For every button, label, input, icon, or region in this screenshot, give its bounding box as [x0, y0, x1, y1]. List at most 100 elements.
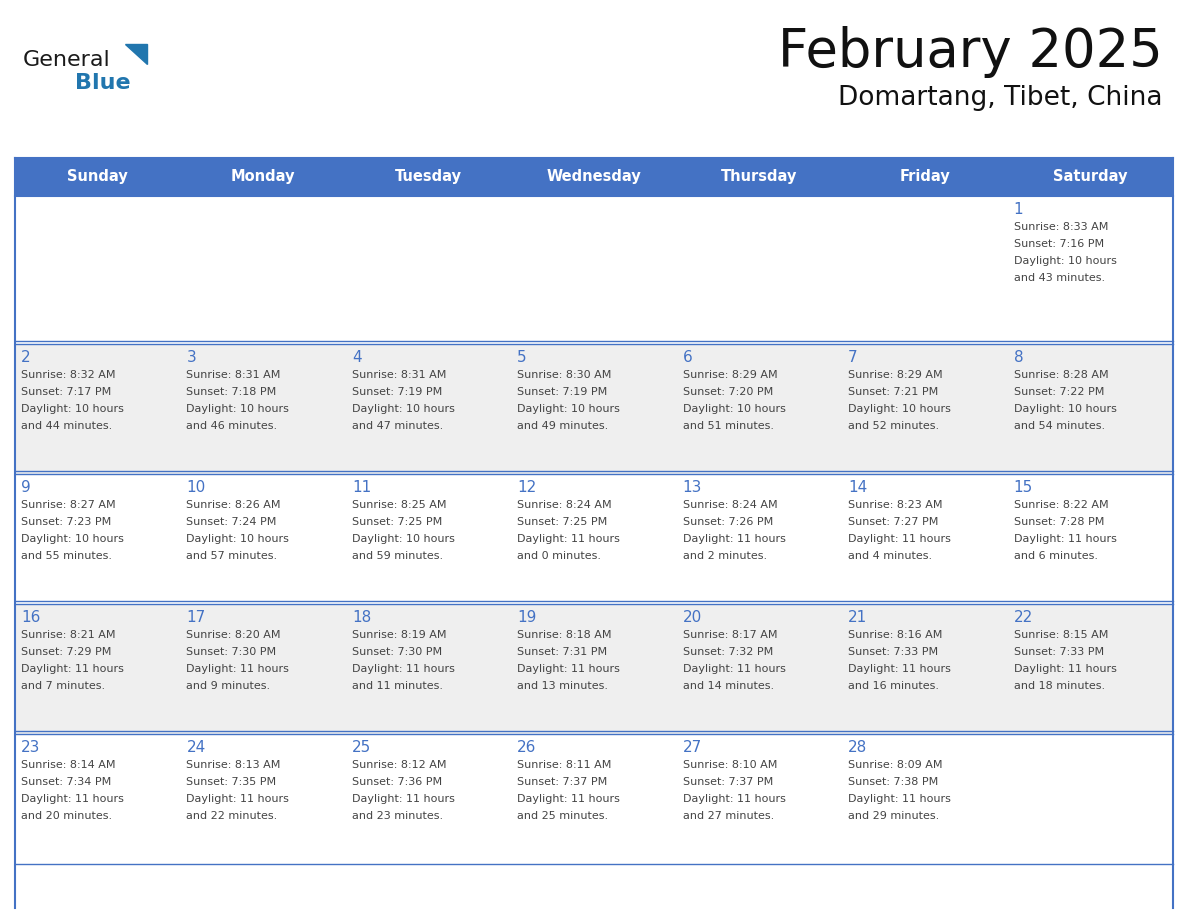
Text: 12: 12: [517, 480, 537, 495]
Text: Sunrise: 8:23 AM: Sunrise: 8:23 AM: [848, 500, 942, 510]
Text: Daylight: 10 hours: Daylight: 10 hours: [352, 534, 455, 544]
Text: Daylight: 11 hours: Daylight: 11 hours: [683, 534, 785, 544]
Text: 23: 23: [21, 740, 40, 755]
Text: Friday: Friday: [899, 170, 950, 185]
Bar: [15, 158, 1173, 196]
Text: Sunrise: 8:15 AM: Sunrise: 8:15 AM: [1013, 630, 1108, 640]
Text: and 59 minutes.: and 59 minutes.: [352, 551, 443, 561]
Text: Sunrise: 8:31 AM: Sunrise: 8:31 AM: [352, 370, 447, 380]
Text: Sunset: 7:24 PM: Sunset: 7:24 PM: [187, 517, 277, 527]
Text: Daylight: 11 hours: Daylight: 11 hours: [848, 664, 952, 674]
Text: 26: 26: [517, 740, 537, 755]
Text: Domartang, Tibet, China: Domartang, Tibet, China: [839, 85, 1163, 111]
Text: and 43 minutes.: and 43 minutes.: [1013, 273, 1105, 283]
Text: Sunset: 7:20 PM: Sunset: 7:20 PM: [683, 387, 773, 397]
Text: 7: 7: [848, 350, 858, 365]
Text: and 27 minutes.: and 27 minutes.: [683, 811, 773, 821]
Text: Daylight: 10 hours: Daylight: 10 hours: [683, 404, 785, 414]
Text: Sunrise: 8:17 AM: Sunrise: 8:17 AM: [683, 630, 777, 640]
Text: Daylight: 11 hours: Daylight: 11 hours: [848, 794, 952, 804]
Text: and 14 minutes.: and 14 minutes.: [683, 681, 773, 691]
Text: Daylight: 11 hours: Daylight: 11 hours: [187, 664, 290, 674]
Text: and 44 minutes.: and 44 minutes.: [21, 421, 112, 431]
Text: Daylight: 11 hours: Daylight: 11 hours: [848, 534, 952, 544]
Text: and 22 minutes.: and 22 minutes.: [187, 811, 278, 821]
Text: and 6 minutes.: and 6 minutes.: [1013, 551, 1098, 561]
Text: Daylight: 11 hours: Daylight: 11 hours: [187, 794, 290, 804]
Text: Sunset: 7:26 PM: Sunset: 7:26 PM: [683, 517, 773, 527]
Text: and 16 minutes.: and 16 minutes.: [848, 681, 940, 691]
Text: Sunset: 7:21 PM: Sunset: 7:21 PM: [848, 387, 939, 397]
Text: Sunrise: 8:19 AM: Sunrise: 8:19 AM: [352, 630, 447, 640]
Text: Daylight: 11 hours: Daylight: 11 hours: [517, 664, 620, 674]
Text: Blue: Blue: [75, 73, 131, 93]
Text: Daylight: 11 hours: Daylight: 11 hours: [352, 664, 455, 674]
Text: 22: 22: [1013, 610, 1032, 625]
Text: and 49 minutes.: and 49 minutes.: [517, 421, 608, 431]
Text: 9: 9: [21, 480, 31, 495]
Text: 6: 6: [683, 350, 693, 365]
Text: and 47 minutes.: and 47 minutes.: [352, 421, 443, 431]
Text: 5: 5: [517, 350, 527, 365]
Bar: [15, 734, 1173, 864]
Text: Sunset: 7:28 PM: Sunset: 7:28 PM: [1013, 517, 1104, 527]
Text: Sunset: 7:32 PM: Sunset: 7:32 PM: [683, 647, 773, 657]
Text: Daylight: 10 hours: Daylight: 10 hours: [187, 404, 290, 414]
Text: Sunset: 7:16 PM: Sunset: 7:16 PM: [1013, 239, 1104, 249]
Text: 28: 28: [848, 740, 867, 755]
Text: Sunset: 7:37 PM: Sunset: 7:37 PM: [683, 777, 773, 787]
Text: Tuesday: Tuesday: [396, 170, 462, 185]
Text: Daylight: 11 hours: Daylight: 11 hours: [1013, 664, 1117, 674]
Text: Thursday: Thursday: [721, 170, 797, 185]
Text: and 18 minutes.: and 18 minutes.: [1013, 681, 1105, 691]
Text: Daylight: 11 hours: Daylight: 11 hours: [21, 664, 124, 674]
Text: Sunrise: 8:22 AM: Sunrise: 8:22 AM: [1013, 500, 1108, 510]
Text: 15: 15: [1013, 480, 1032, 495]
Text: and 55 minutes.: and 55 minutes.: [21, 551, 112, 561]
Text: 19: 19: [517, 610, 537, 625]
Text: Sunset: 7:27 PM: Sunset: 7:27 PM: [848, 517, 939, 527]
Text: Daylight: 11 hours: Daylight: 11 hours: [683, 794, 785, 804]
Bar: [15, 604, 1173, 734]
Text: Daylight: 11 hours: Daylight: 11 hours: [1013, 534, 1117, 544]
Bar: [15, 196, 1173, 344]
Text: Daylight: 11 hours: Daylight: 11 hours: [517, 534, 620, 544]
Text: 18: 18: [352, 610, 371, 625]
Text: Sunrise: 8:18 AM: Sunrise: 8:18 AM: [517, 630, 612, 640]
Text: Sunrise: 8:11 AM: Sunrise: 8:11 AM: [517, 760, 612, 770]
Bar: [15, 474, 1173, 604]
Text: and 13 minutes.: and 13 minutes.: [517, 681, 608, 691]
Bar: [15, 344, 1173, 474]
Text: Sunset: 7:36 PM: Sunset: 7:36 PM: [352, 777, 442, 787]
Text: 4: 4: [352, 350, 361, 365]
Text: February 2025: February 2025: [778, 26, 1163, 78]
Text: Sunrise: 8:21 AM: Sunrise: 8:21 AM: [21, 630, 115, 640]
Text: Sunrise: 8:25 AM: Sunrise: 8:25 AM: [352, 500, 447, 510]
Text: Sunrise: 8:24 AM: Sunrise: 8:24 AM: [517, 500, 612, 510]
Polygon shape: [125, 44, 147, 64]
Text: and 52 minutes.: and 52 minutes.: [848, 421, 940, 431]
Text: Sunset: 7:18 PM: Sunset: 7:18 PM: [187, 387, 277, 397]
Text: Sunrise: 8:31 AM: Sunrise: 8:31 AM: [187, 370, 280, 380]
Text: 21: 21: [848, 610, 867, 625]
Text: 8: 8: [1013, 350, 1023, 365]
Text: 16: 16: [21, 610, 40, 625]
Text: 10: 10: [187, 480, 206, 495]
Text: Sunrise: 8:33 AM: Sunrise: 8:33 AM: [1013, 222, 1108, 232]
Text: 25: 25: [352, 740, 371, 755]
Text: Daylight: 11 hours: Daylight: 11 hours: [352, 794, 455, 804]
Text: and 25 minutes.: and 25 minutes.: [517, 811, 608, 821]
Text: Sunset: 7:38 PM: Sunset: 7:38 PM: [848, 777, 939, 787]
Text: Sunrise: 8:16 AM: Sunrise: 8:16 AM: [848, 630, 942, 640]
Text: Sunset: 7:17 PM: Sunset: 7:17 PM: [21, 387, 112, 397]
Text: and 51 minutes.: and 51 minutes.: [683, 421, 773, 431]
Text: and 54 minutes.: and 54 minutes.: [1013, 421, 1105, 431]
Text: Sunset: 7:22 PM: Sunset: 7:22 PM: [1013, 387, 1104, 397]
Text: and 4 minutes.: and 4 minutes.: [848, 551, 933, 561]
Text: Sunset: 7:33 PM: Sunset: 7:33 PM: [848, 647, 939, 657]
Text: Sunrise: 8:10 AM: Sunrise: 8:10 AM: [683, 760, 777, 770]
Text: Sunrise: 8:24 AM: Sunrise: 8:24 AM: [683, 500, 777, 510]
Text: Daylight: 10 hours: Daylight: 10 hours: [848, 404, 952, 414]
Text: 27: 27: [683, 740, 702, 755]
Text: Sunrise: 8:27 AM: Sunrise: 8:27 AM: [21, 500, 115, 510]
